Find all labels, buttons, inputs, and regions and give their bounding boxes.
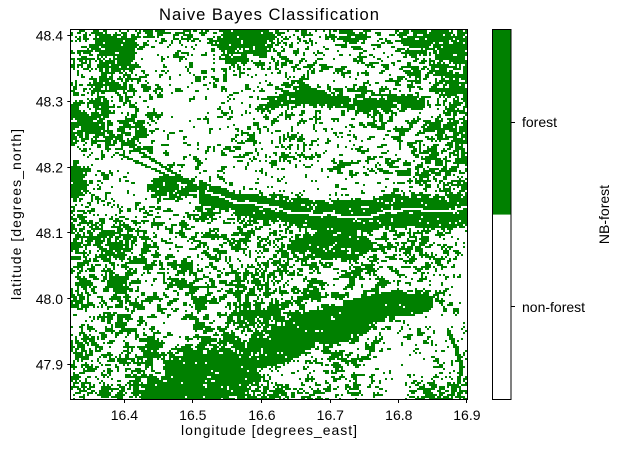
svg-text:latitude [degrees_north]: latitude [degrees_north] — [8, 129, 24, 300]
svg-text:16.7: 16.7 — [317, 407, 344, 423]
svg-text:48.1: 48.1 — [36, 225, 63, 241]
svg-text:48.0: 48.0 — [36, 291, 63, 307]
svg-text:16.9: 16.9 — [453, 407, 480, 423]
svg-text:Naive Bayes Classification: Naive Bayes Classification — [159, 5, 379, 24]
svg-text:non-forest: non-forest — [522, 299, 585, 315]
svg-text:48.2: 48.2 — [36, 159, 63, 175]
svg-text:16.4: 16.4 — [111, 407, 138, 423]
svg-text:16.6: 16.6 — [248, 407, 275, 423]
svg-text:48.4: 48.4 — [36, 28, 63, 44]
svg-text:forest: forest — [522, 114, 557, 130]
svg-text:NB-forest: NB-forest — [596, 185, 612, 244]
svg-text:longitude [degrees_east]: longitude [degrees_east] — [181, 422, 357, 438]
svg-text:47.9: 47.9 — [36, 357, 63, 373]
svg-text:16.5: 16.5 — [179, 407, 206, 423]
svg-text:48.3: 48.3 — [36, 94, 63, 110]
svg-text:16.8: 16.8 — [385, 407, 412, 423]
